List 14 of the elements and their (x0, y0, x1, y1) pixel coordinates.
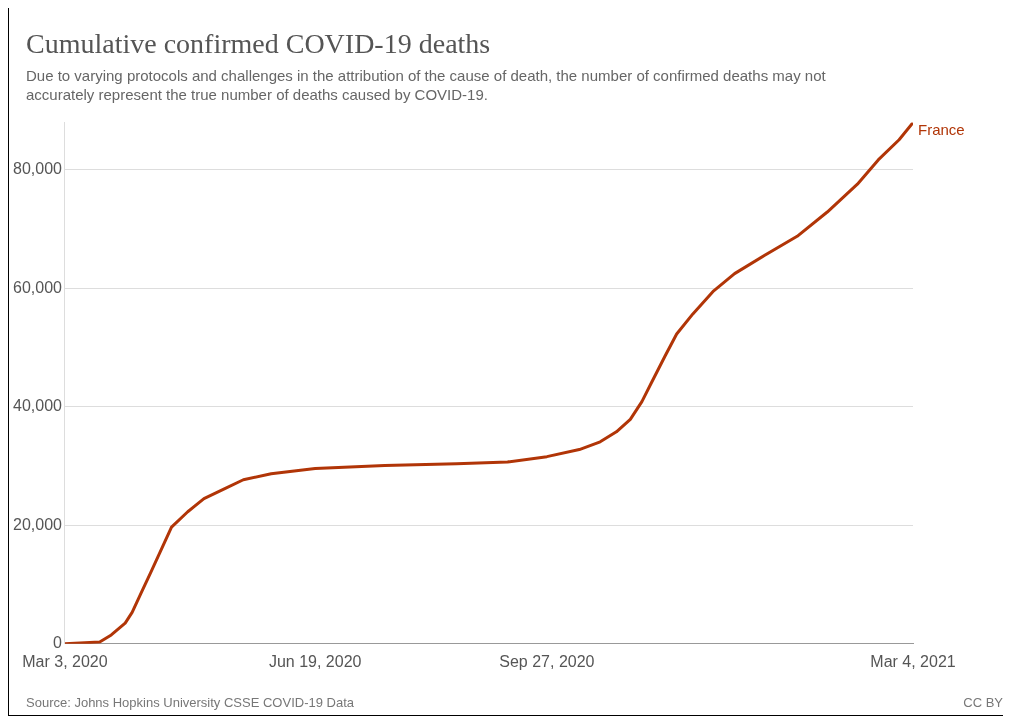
chart-subtitle: Due to varying protocols and challenges in the attribution of the cause of death, the number of confirmed deaths may not accurately represent the true number of deaths caused by COVID-19. (26, 66, 827, 104)
x-tick-label: Sep 27, 2020 (499, 652, 595, 670)
y-tick-label: 40,000 (13, 397, 63, 415)
x-tick-label: Jun 19, 2020 (268, 652, 362, 670)
x-tick-label: Mar 4, 2021 (870, 652, 956, 670)
source-note: Source: Johns Hopkins University CSSE COVID-19 Data (26, 695, 355, 710)
chart-title: Cumulative confirmed COVID-19 deaths (26, 28, 491, 60)
text: CC BY (963, 695, 1003, 710)
y-tick-label: 80,000 (13, 160, 63, 178)
x-tick-label: Mar 3, 2020 (22, 652, 108, 670)
series-label: France (918, 120, 965, 138)
y-tick-label: 60,000 (13, 278, 63, 296)
y-tick-label: 0 (53, 634, 63, 652)
y-tick-label: 20,000 (13, 515, 63, 533)
